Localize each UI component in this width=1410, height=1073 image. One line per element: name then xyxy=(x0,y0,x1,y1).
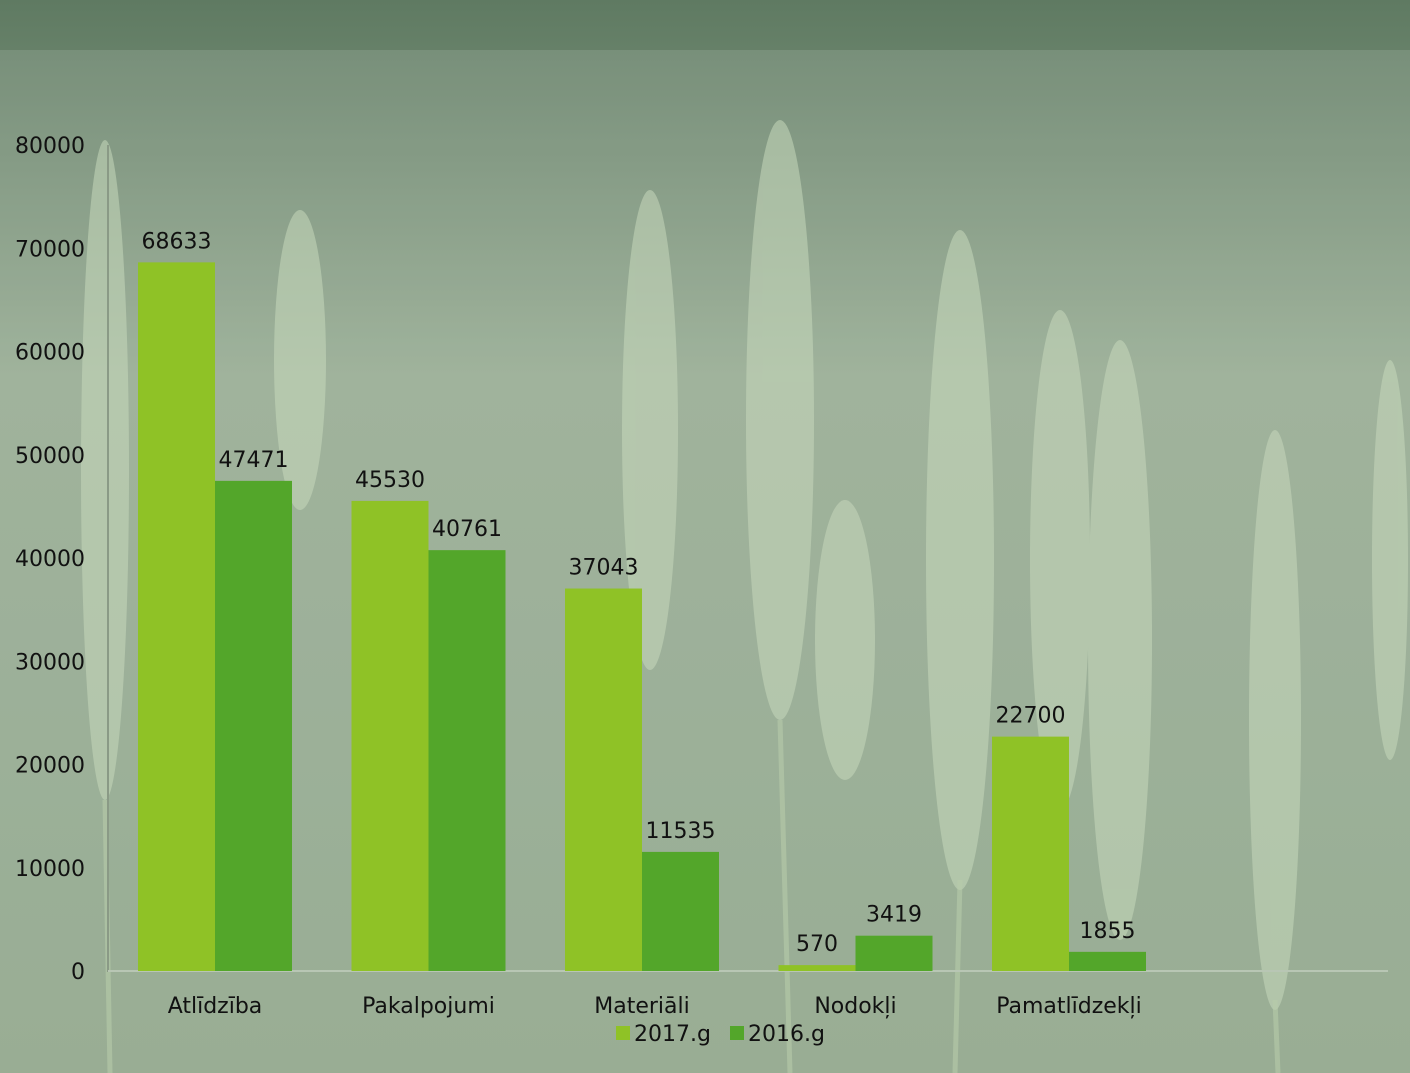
x-category-label: Pakalpojumi xyxy=(362,994,495,1019)
x-category-label: Pamatlīdzekļi xyxy=(996,994,1142,1019)
bar-2016g-pakalpojumi xyxy=(428,550,506,971)
y-tick-label: 40000 xyxy=(15,547,85,572)
bar-2017g-pakalpojumi xyxy=(351,500,429,971)
legend-label: 2017.g xyxy=(634,1022,711,1047)
y-tick-label: 80000 xyxy=(15,134,85,159)
legend-swatch xyxy=(616,1026,630,1040)
data-label: 68633 xyxy=(142,229,212,254)
x-category-label: Atlīdzība xyxy=(168,994,263,1019)
data-label: 47471 xyxy=(219,448,289,473)
bar-2016g-materi-li xyxy=(642,851,719,971)
x-category-label: Nodokļi xyxy=(814,994,896,1019)
legend-swatch xyxy=(730,1026,744,1040)
y-tick-label: 20000 xyxy=(15,754,85,779)
data-label: 40761 xyxy=(432,517,502,542)
data-label: 22700 xyxy=(996,704,1066,729)
legend-label: 2016.g xyxy=(748,1022,825,1047)
y-tick-label: 70000 xyxy=(15,237,85,262)
data-label: 45530 xyxy=(355,468,425,493)
y-tick-label: 50000 xyxy=(15,444,85,469)
y-tick-label: 60000 xyxy=(15,341,85,366)
y-tick-label: 10000 xyxy=(15,857,85,882)
data-label: 11535 xyxy=(646,819,716,844)
bar-2017g-atl-dz-ba xyxy=(138,262,215,972)
data-label: 570 xyxy=(796,932,838,957)
bar-2017g-materi-li xyxy=(565,588,642,971)
y-tick-label: 30000 xyxy=(15,650,85,675)
bar-2016g-atl-dz-ba xyxy=(215,480,292,971)
bar-2016g-nodok-i xyxy=(855,935,933,971)
bar-2017g-nodok-i xyxy=(778,965,856,971)
data-label: 3419 xyxy=(866,903,922,928)
y-tick-label: 0 xyxy=(71,960,85,985)
data-label: 1855 xyxy=(1080,919,1136,944)
bar-2017g-pamatl-dzek-i xyxy=(992,736,1069,971)
bar-2016g-pamatl-dzek-i xyxy=(1069,951,1146,971)
x-category-label: Materiāli xyxy=(594,994,690,1019)
data-label: 37043 xyxy=(569,556,639,581)
